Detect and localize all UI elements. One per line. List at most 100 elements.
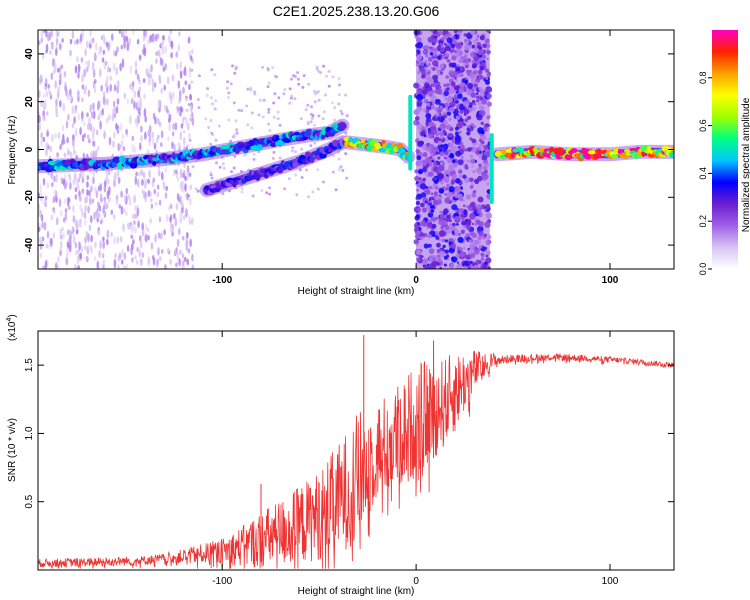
spectral-cell — [479, 138, 482, 142]
spectral-cell — [481, 135, 487, 141]
spectral-cell — [78, 241, 81, 251]
spectral-cell — [173, 143, 176, 153]
spectral-cell — [102, 96, 106, 105]
spectral-cell — [302, 74, 306, 78]
spectral-cell — [268, 192, 272, 196]
spectral-cell — [267, 122, 271, 126]
spectral-cell — [415, 243, 419, 247]
spectral-cell — [178, 258, 181, 266]
spectral-cell — [139, 54, 142, 61]
spectral-cell — [42, 178, 46, 186]
spectral-cell — [478, 86, 483, 91]
spectral-cell — [168, 113, 171, 119]
spectral-cell — [448, 238, 452, 241]
spectral-cell — [44, 195, 48, 202]
spectral-cell — [437, 55, 441, 60]
spectral-cell — [87, 59, 90, 69]
spectral-cell — [80, 245, 84, 253]
spectral-cell — [57, 256, 60, 264]
spectral-cell — [225, 86, 229, 90]
snr-xtick-label: 100 — [602, 576, 619, 587]
spectral-cell — [187, 194, 190, 198]
spectral-cell — [423, 265, 429, 269]
spectral-cell — [451, 35, 456, 40]
spectral-cell — [174, 122, 178, 131]
spectral-cell — [175, 203, 179, 211]
spectral-cell — [181, 253, 185, 259]
spectral-cell — [196, 98, 200, 102]
spectral-cell — [134, 255, 137, 260]
spectral-cell — [79, 195, 82, 202]
spectral-cell — [172, 122, 175, 131]
spectral-cell — [416, 208, 420, 212]
spectral-cell — [456, 264, 462, 269]
spectral-cell — [415, 200, 420, 206]
spectral-cell — [146, 38, 150, 46]
spectral-cell — [331, 101, 334, 105]
spectral-cell — [427, 212, 434, 218]
spectral-cell — [71, 105, 75, 115]
spectral-cell — [444, 193, 447, 196]
spectral-cell — [484, 261, 488, 265]
spectral-cell — [96, 260, 100, 269]
spectral-cell — [190, 68, 194, 72]
spectral-cell — [46, 32, 50, 42]
spectral-cell — [455, 52, 461, 58]
spectral-cell — [425, 113, 432, 119]
spectral-cell — [149, 34, 152, 44]
spectral-cell — [77, 112, 80, 121]
spectral-cell — [418, 254, 423, 259]
spectral-cell — [95, 42, 98, 51]
spectral-cell — [120, 140, 124, 148]
spectral-cell — [177, 141, 181, 149]
spectral-cell — [282, 138, 292, 143]
spectral-cell — [165, 185, 168, 191]
spectral-cell — [164, 192, 168, 199]
spectral-cell — [453, 238, 456, 241]
spectral-cell — [232, 101, 236, 105]
spectral-cell — [438, 218, 445, 226]
spectral-cell — [160, 87, 163, 94]
spectral-cell — [447, 132, 453, 138]
spectral-cell — [92, 150, 95, 159]
spectral-cell — [232, 133, 236, 137]
spectral-cell — [440, 37, 445, 41]
spectral-cell — [448, 165, 455, 172]
spectral-cell — [478, 230, 484, 237]
spectral-cell — [457, 93, 463, 99]
spectral-cell — [267, 81, 271, 85]
spectral-cell — [87, 89, 91, 97]
spectral-cell — [475, 77, 481, 83]
spectral-cell — [135, 171, 138, 177]
spectral-cell — [85, 255, 89, 261]
spectral-cell — [466, 69, 469, 73]
spectral-cell — [44, 201, 47, 208]
spectral-cell — [60, 64, 63, 70]
spectral-cell — [458, 169, 463, 174]
spectral-cell — [221, 192, 225, 196]
spectral-cell — [77, 220, 81, 227]
spectral-cell — [312, 89, 316, 93]
spectral-cell — [97, 145, 100, 152]
spectral-cell — [71, 225, 75, 235]
spectral-cell — [81, 134, 85, 142]
spectral-cell — [155, 137, 159, 144]
spectral-cell — [484, 38, 490, 44]
spectral-cell — [429, 52, 433, 56]
spectral-cell — [90, 111, 94, 119]
spectral-cell — [456, 90, 459, 94]
spectral-cell — [218, 165, 222, 169]
spectral-cell — [466, 205, 469, 209]
spectral-cell — [55, 37, 59, 46]
spectral-cell — [211, 102, 214, 106]
spectral-cell — [321, 117, 325, 121]
spectral-cell — [428, 133, 434, 139]
spectral-cell — [325, 74, 328, 78]
spectral-cell — [143, 107, 147, 118]
spectral-cell — [464, 38, 467, 42]
spectral-cell — [189, 184, 192, 191]
spectral-cell — [469, 154, 473, 158]
spectral-cell — [293, 75, 297, 78]
spectral-cell — [414, 34, 419, 39]
spectral-cell — [227, 91, 231, 95]
